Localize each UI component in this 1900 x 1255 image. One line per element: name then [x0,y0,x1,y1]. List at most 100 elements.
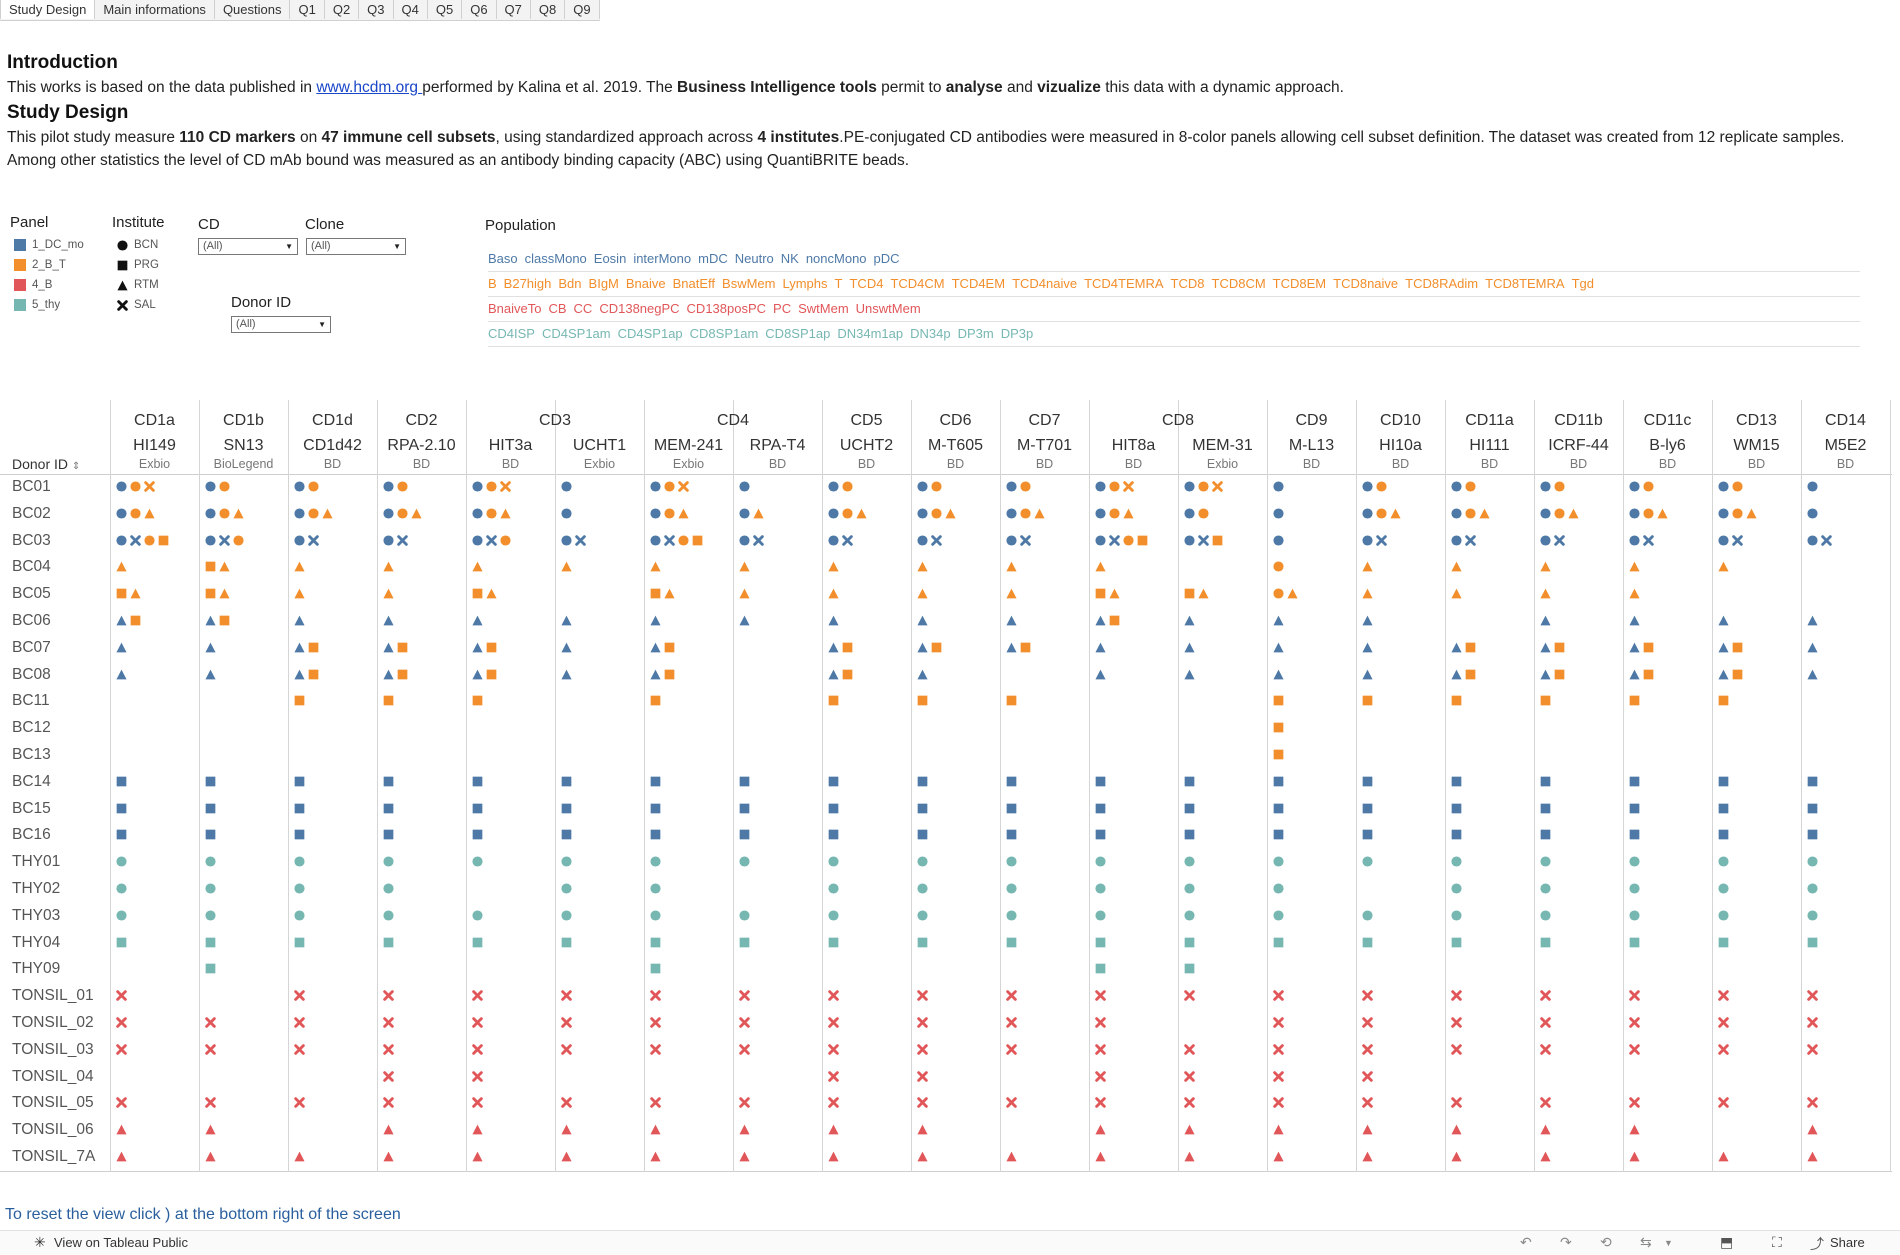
marker-square[interactable] [116,776,127,787]
marker-triangle[interactable] [1540,642,1551,653]
marker-triangle[interactable] [383,642,394,653]
population-item[interactable]: Bnaive [625,276,666,291]
marker-square[interactable] [1554,669,1565,680]
clone-header[interactable]: UCHT2 [839,437,894,454]
marker-circle[interactable] [294,856,305,867]
marker-triangle[interactable] [1629,1151,1640,1162]
marker-circle[interactable] [664,481,675,492]
marker-square[interactable] [1643,642,1654,653]
marker-triangle[interactable] [383,588,394,599]
tab-q5[interactable]: Q5 [428,0,463,19]
marker-triangle[interactable] [1273,615,1284,626]
marker-cross[interactable] [561,1044,572,1055]
marker-circle[interactable] [1718,910,1729,921]
marker-triangle[interactable] [561,615,572,626]
marker-circle[interactable] [739,856,750,867]
marker-circle[interactable] [1362,856,1373,867]
marker-cross[interactable] [205,1097,216,1109]
marker-cross[interactable] [116,1044,127,1055]
marker-cross[interactable] [294,1044,305,1055]
clone-header[interactable]: M5E2 [1824,437,1867,454]
marker-square[interactable] [1212,535,1223,546]
marker-triangle[interactable] [1807,1151,1818,1162]
population-item[interactable]: classMono [524,251,587,266]
cd-header[interactable]: CD7 [1028,412,1061,429]
marker-cross[interactable] [917,1017,928,1028]
marker-triangle[interactable] [650,1124,661,1135]
marker-square[interactable] [1362,829,1373,840]
marker-circle[interactable] [1362,481,1373,492]
marker-square[interactable] [397,642,408,653]
clone-header[interactable]: M-T605 [927,437,984,454]
marker-cross[interactable] [472,990,483,1001]
marker-square[interactable] [1362,803,1373,814]
marker-cross[interactable] [219,534,230,546]
marker-triangle[interactable] [1540,561,1551,572]
marker-triangle[interactable] [650,642,661,653]
marker-circle[interactable] [1554,481,1565,492]
population-item[interactable]: CB [548,301,567,316]
marker-triangle[interactable] [1568,508,1579,519]
marker-circle[interactable] [1184,535,1195,546]
marker-square[interactable] [383,937,394,948]
marker-cross[interactable] [561,1097,572,1109]
donor-row-label[interactable]: TONSIL_01 [12,987,94,1005]
marker-square[interactable] [1718,695,1729,706]
population-item[interactable]: pDC [873,251,900,266]
marker-triangle[interactable] [828,588,839,599]
marker-triangle[interactable] [1034,508,1045,519]
cd-header[interactable]: CD1d [312,412,353,429]
donor-row-label[interactable]: BC11 [12,692,50,710]
marker-cross[interactable] [116,990,127,1001]
marker-cross[interactable] [1629,1044,1640,1055]
marker-cross[interactable] [1732,534,1743,546]
marker-circle[interactable] [1465,481,1476,492]
marker-square[interactable] [650,588,661,599]
population-item[interactable]: T [834,276,843,291]
marker-circle[interactable] [1006,883,1017,894]
marker-square[interactable] [1006,937,1017,948]
marker-square[interactable] [486,669,497,680]
marker-square[interactable] [472,776,483,787]
cd-header[interactable]: CD1a [134,412,175,429]
population-item[interactable]: Eosin [593,251,627,266]
marker-triangle[interactable] [1095,615,1106,626]
cd-filter-dropdown[interactable]: (All) ▼ [198,238,298,255]
marker-square[interactable] [1718,937,1729,948]
marker-circle[interactable] [1273,910,1284,921]
marker-square[interactable] [1095,588,1106,599]
marker-circle[interactable] [828,883,839,894]
marker-triangle[interactable] [1095,669,1106,680]
marker-triangle[interactable] [294,561,305,572]
marker-triangle[interactable] [1718,1151,1729,1162]
marker-circle[interactable] [1807,508,1818,519]
marker-circle[interactable] [294,535,305,546]
marker-triangle[interactable] [411,508,422,519]
marker-square[interactable] [650,829,661,840]
marker-square[interactable] [205,561,216,572]
marker-cross[interactable] [1212,481,1223,492]
marker-circle[interactable] [1465,508,1476,519]
marker-square[interactable] [1451,776,1462,787]
marker-triangle[interactable] [561,1151,572,1162]
marker-square[interactable] [205,937,216,948]
marker-square[interactable] [1184,803,1195,814]
marker-circle[interactable] [308,481,319,492]
marker-triangle[interactable] [383,1151,394,1162]
marker-square[interactable] [828,803,839,814]
marker-triangle[interactable] [917,561,928,572]
marker-circle[interactable] [1095,508,1106,519]
marker-circle[interactable] [739,481,750,492]
marker-cross[interactable] [828,1070,839,1082]
marker-cross[interactable] [472,1097,483,1109]
marker-cross[interactable] [294,990,305,1001]
marker-square[interactable] [1451,829,1462,840]
marker-square[interactable] [842,642,853,653]
marker-triangle[interactable] [500,508,511,519]
marker-cross[interactable] [397,534,408,546]
marker-triangle[interactable] [294,588,305,599]
marker-circle[interactable] [219,481,230,492]
marker-square[interactable] [1273,803,1284,814]
marker-circle[interactable] [500,535,511,546]
marker-circle[interactable] [1451,910,1462,921]
